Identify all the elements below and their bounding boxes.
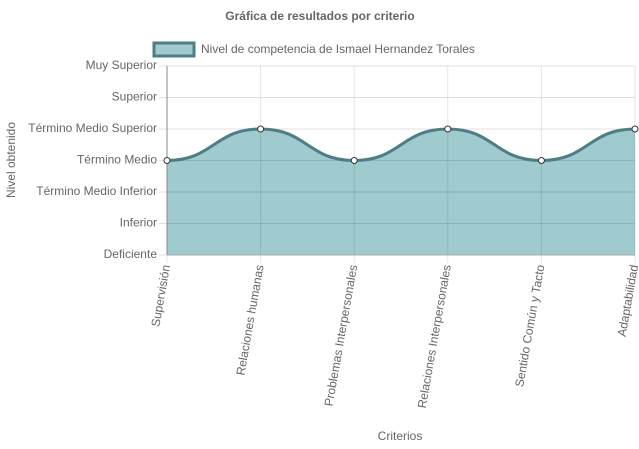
- point: [444, 125, 452, 133]
- area: [167, 129, 635, 255]
- y-tick-label: Término Medio Superior: [28, 121, 157, 135]
- legend-swatch: [152, 41, 196, 58]
- point: [257, 125, 265, 133]
- y-tick-label: Deficiente: [104, 247, 158, 261]
- x-tick-label: Sentido Común y Tacto: [512, 263, 547, 388]
- x-tick-label: Relaciones humanas: [233, 264, 266, 377]
- y-tick-label: Término Medio: [77, 153, 157, 167]
- point: [537, 157, 545, 164]
- y-tick-label: Superior: [112, 90, 157, 104]
- y-tick-label: Inferior: [120, 216, 157, 230]
- x-axis-title: Criterios: [378, 429, 423, 443]
- point: [350, 157, 358, 164]
- point: [631, 125, 639, 133]
- x-tick-label: Supervisión: [148, 264, 173, 328]
- legend-label: Nivel de competencia de Ismael Hernandez…: [201, 42, 475, 56]
- x-tick-label: Adaptabilidad: [615, 264, 639, 338]
- x-tick-label: Problemas Interpersonales: [322, 264, 361, 408]
- y-tick-label: Término Medio Inferior: [36, 184, 157, 198]
- point: [163, 157, 171, 164]
- y-axis-title: Nivel obtenido: [4, 122, 18, 198]
- chart-title: Gráfica de resultados por criterio: [225, 9, 414, 23]
- x-tick-label: Relaciones Interpersonales: [415, 264, 454, 410]
- line: [166, 127, 636, 163]
- y-tick-label: Muy Superior: [86, 58, 157, 72]
